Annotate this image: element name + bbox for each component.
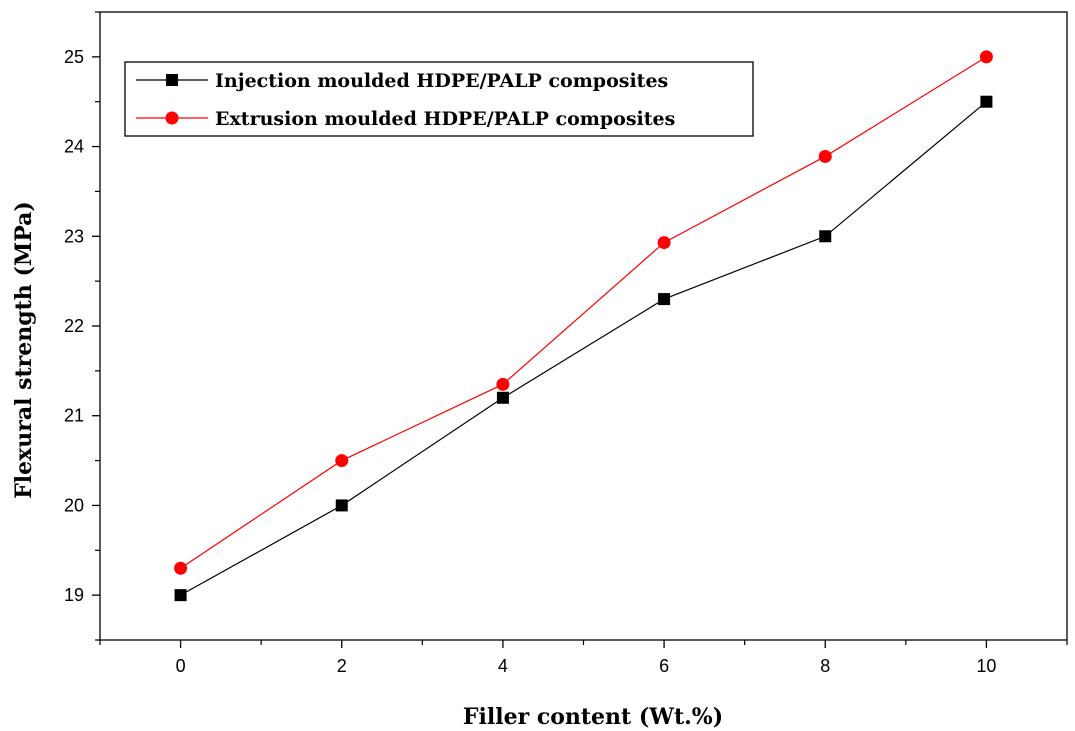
legend-box bbox=[124, 61, 754, 137]
data-point bbox=[980, 95, 993, 108]
data-point bbox=[496, 391, 509, 404]
data-point bbox=[979, 50, 993, 64]
data-point bbox=[335, 499, 348, 512]
series-1 bbox=[174, 95, 993, 602]
y-axis-title: Flexural strength (MPa) bbox=[11, 201, 37, 499]
y-tick-label: 20 bbox=[64, 495, 84, 515]
data-point bbox=[819, 230, 832, 243]
x-tick-label: 6 bbox=[659, 656, 669, 676]
legend-entry: Injection moulded HDPE/PALP composites bbox=[136, 70, 668, 92]
y-tick-label: 25 bbox=[64, 47, 84, 67]
x-axis-title: Filler content (Wt.%) bbox=[463, 704, 723, 730]
data-point bbox=[174, 561, 188, 575]
legend-label: Injection moulded HDPE/PALP composites bbox=[215, 70, 668, 92]
y-tick-label: 19 bbox=[64, 585, 84, 605]
legend-label: Extrusion moulded HDPE/PALP composites bbox=[215, 108, 675, 130]
series-line bbox=[180, 56, 987, 569]
x-axis: 0 2 4 6 8 10 bbox=[99, 640, 1068, 676]
legend-marker bbox=[166, 74, 178, 86]
data-point bbox=[496, 377, 510, 391]
series-2 bbox=[174, 50, 993, 575]
y-tick-label: 23 bbox=[64, 226, 84, 246]
data-point bbox=[174, 589, 187, 602]
data-point bbox=[658, 293, 671, 306]
series-line bbox=[180, 101, 987, 596]
data-point bbox=[818, 149, 832, 163]
y-tick-label: 22 bbox=[64, 316, 84, 336]
data-point bbox=[657, 236, 671, 250]
x-tick-label: 0 bbox=[176, 656, 186, 676]
y-axis: 19 20 21 22 23 24 25 bbox=[64, 11, 100, 641]
x-tick-label: 4 bbox=[498, 656, 508, 676]
y-tick-label: 21 bbox=[64, 406, 84, 426]
x-tick-label: 2 bbox=[337, 656, 347, 676]
legend-entry: Extrusion moulded HDPE/PALP composites bbox=[136, 108, 675, 130]
x-tick-label: 10 bbox=[976, 656, 996, 676]
series-layer bbox=[174, 50, 993, 602]
legend-marker bbox=[165, 111, 179, 125]
legend: Injection moulded HDPE/PALP composites Ex… bbox=[124, 61, 754, 137]
y-tick-label: 24 bbox=[64, 137, 84, 157]
data-point bbox=[335, 454, 349, 468]
x-tick-label: 8 bbox=[820, 656, 830, 676]
